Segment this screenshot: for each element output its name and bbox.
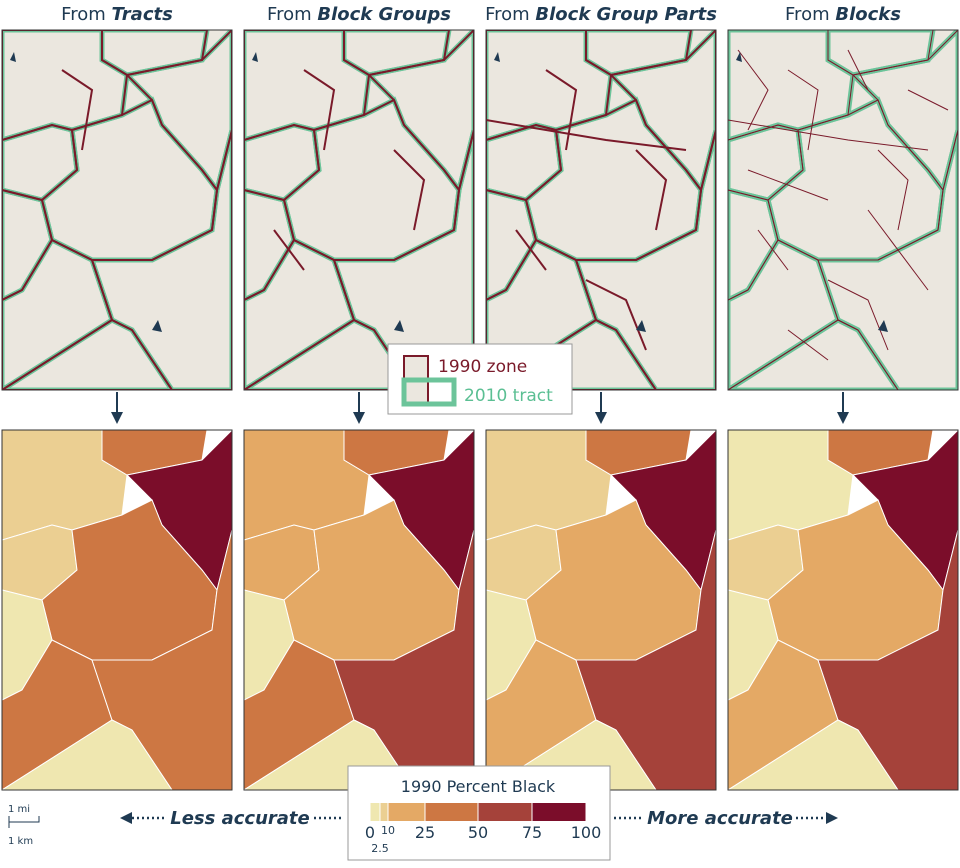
map-frame (727, 429, 959, 791)
color-legend: 1990 Percent Black 02.5 10 25 50 75 100 (347, 765, 611, 861)
panel-title: From Tracts (61, 4, 173, 25)
zone-boundary (273, 229, 305, 271)
title-prefix: From (485, 4, 535, 25)
zone-map (727, 29, 959, 391)
title-name: Block Groups (317, 4, 451, 25)
zone-boundary (486, 119, 687, 151)
panels: From Tracts From Block Groups From Block G… (1, 4, 959, 791)
tract-swatch (401, 377, 457, 407)
color-bin (370, 803, 380, 821)
tick-label: 50 (468, 823, 488, 842)
zone-boundary (61, 69, 94, 151)
tick-label: 2.5 (371, 842, 389, 855)
map-frame (1, 429, 233, 791)
zone-boundary (847, 49, 869, 91)
tick-label: 0 (365, 823, 375, 842)
title-name: Tracts (112, 4, 174, 25)
title-name: Block Group Parts (535, 4, 717, 25)
color-bin (532, 803, 586, 821)
arrowhead (826, 812, 838, 824)
zone-boundary (303, 69, 336, 151)
zone-boundary (585, 279, 647, 351)
color-bin (478, 803, 532, 821)
panel-title: From Blocks (785, 4, 901, 25)
map-content (728, 30, 958, 390)
color-bin (388, 803, 425, 821)
map-bg (2, 30, 232, 390)
zone-boundary (728, 119, 929, 151)
zone-map (485, 29, 717, 391)
choropleth-map (727, 429, 959, 791)
tick-label: 75 (522, 823, 542, 842)
panel-title: From Block Group Parts (485, 4, 717, 25)
tract-label: 2010 tract (464, 386, 553, 406)
less-accurate: Less accurate (170, 808, 310, 829)
zone-label: 1990 zone (438, 357, 527, 377)
choropleth-map (243, 429, 475, 791)
map-content (2, 30, 232, 390)
zone-legend: 1990 zone 2010 tract (387, 343, 573, 415)
zone-boundary (907, 89, 949, 111)
zone-boundary (747, 169, 829, 201)
zone-map (243, 29, 475, 391)
zone-boundary (757, 229, 789, 271)
map-bg (486, 30, 716, 390)
scale-km: 1 km (8, 836, 33, 847)
zone-boundary (787, 69, 819, 151)
choropleth-map (485, 429, 717, 791)
title-prefix: From (785, 4, 835, 25)
tick-label: 100 (571, 823, 602, 842)
zone-map (1, 29, 233, 391)
color-bin (380, 803, 388, 821)
zone-boundary (244, 318, 416, 390)
title-prefix: From (61, 4, 111, 25)
zone-boundary (515, 229, 547, 271)
zone-boundary (545, 69, 578, 151)
map-content (2, 430, 232, 790)
zone-boundary (867, 209, 929, 291)
tick-label: 25 (415, 823, 435, 842)
tick-label: 10 (381, 824, 395, 837)
scale-mi: 1 mi (8, 804, 30, 815)
zone-boundary (877, 149, 909, 231)
accuracy: Less accurate More accurate (120, 808, 838, 829)
zone-boundary (827, 279, 889, 351)
map-frame (727, 29, 959, 391)
arrowhead (595, 412, 607, 424)
scale-line (8, 816, 40, 828)
zone-boundary (737, 49, 769, 131)
arrowhead (353, 412, 365, 424)
map-bg (244, 30, 474, 390)
map-content (728, 430, 958, 790)
scale-bar: 1 mi 1 km (8, 804, 40, 847)
choropleth-map (1, 429, 233, 791)
map-content (244, 30, 474, 390)
map-bg (728, 30, 958, 390)
more-accurate: More accurate (647, 808, 793, 829)
title-prefix: From (267, 4, 317, 25)
tract-fill (728, 719, 899, 790)
tract-fill (2, 719, 173, 790)
map-content (486, 430, 716, 790)
map-content (244, 430, 474, 790)
arrowhead (120, 812, 132, 824)
map-frame (243, 29, 475, 391)
zone-boundary (787, 329, 829, 361)
map-frame (485, 29, 717, 391)
zone-boundary (635, 149, 668, 231)
color-bin (425, 803, 478, 821)
map-frame (1, 29, 233, 391)
arrowhead (111, 412, 123, 424)
panel-title: From Block Groups (267, 4, 451, 25)
arrowhead (837, 412, 849, 424)
zone-boundary (393, 149, 426, 231)
map-content (486, 30, 716, 390)
zone-boundary (486, 318, 658, 390)
title-name: Blocks (835, 4, 901, 25)
zone-boundary (728, 319, 899, 390)
zone-boundary (2, 318, 174, 390)
legend-title: 1990 Percent Black (401, 777, 556, 796)
